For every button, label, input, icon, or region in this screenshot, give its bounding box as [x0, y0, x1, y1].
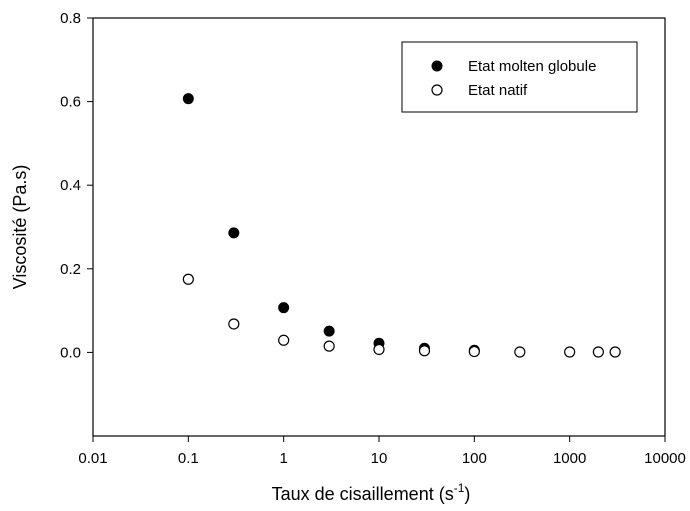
x-axis-ticks: 0.01 0.1 1 10 100 1000 10000 — [78, 436, 686, 467]
x-axis-title-close: ) — [464, 484, 470, 504]
data-point-natif — [514, 346, 526, 358]
data-point-natif — [468, 345, 480, 358]
y-tick-label: 0.2 — [60, 261, 81, 278]
x-tick-label: 0.1 — [178, 450, 199, 467]
x-tick-label: 1000 — [553, 450, 586, 467]
x-tick-label: 100 — [462, 450, 487, 467]
data-point-natif — [323, 340, 335, 352]
y-tick-label: 0.8 — [60, 10, 81, 27]
data-point-molten-globule — [228, 227, 240, 239]
x-tick-label: 1 — [279, 450, 287, 467]
data-point-natif — [564, 346, 576, 358]
x-tick-label: 10000 — [644, 450, 686, 467]
legend-marker-molten-globule — [431, 60, 443, 72]
legend: Etat molten globule Etat natif — [401, 41, 638, 113]
x-axis-title: Taux de cisaillement (s-1) — [272, 481, 471, 504]
legend-label-molten-globule: Etat molten globule — [468, 58, 596, 75]
x-axis-title-text: Taux de cisaillement (s — [272, 484, 454, 504]
data-point-natif — [418, 345, 431, 357]
y-tick-label: 0.0 — [60, 344, 81, 361]
data-point-natif — [182, 273, 194, 285]
data-point-natif — [278, 334, 290, 346]
legend-box — [401, 41, 638, 113]
y-axis-title: Viscosité (Pa.s) — [10, 165, 30, 290]
legend-label-natif: Etat natif — [468, 82, 528, 99]
y-tick-label: 0.4 — [60, 177, 81, 194]
y-tick-label: 0.6 — [60, 94, 81, 111]
y-axis-ticks: 0.0 0.2 0.4 0.6 0.8 — [60, 10, 93, 361]
x-tick-label: 10 — [371, 450, 388, 467]
data-points — [182, 93, 621, 358]
legend-marker-natif — [431, 84, 443, 96]
data-point-molten-globule — [323, 325, 335, 337]
x-tick-label: 0.01 — [78, 450, 107, 467]
data-point-natif — [373, 343, 385, 356]
data-point-molten-globule — [278, 302, 290, 314]
data-point-natif — [228, 318, 240, 330]
data-point-natif — [609, 346, 621, 358]
x-axis-title-superscript: -1 — [454, 481, 465, 495]
data-point-natif — [592, 346, 604, 358]
data-point-molten-globule — [182, 93, 194, 105]
